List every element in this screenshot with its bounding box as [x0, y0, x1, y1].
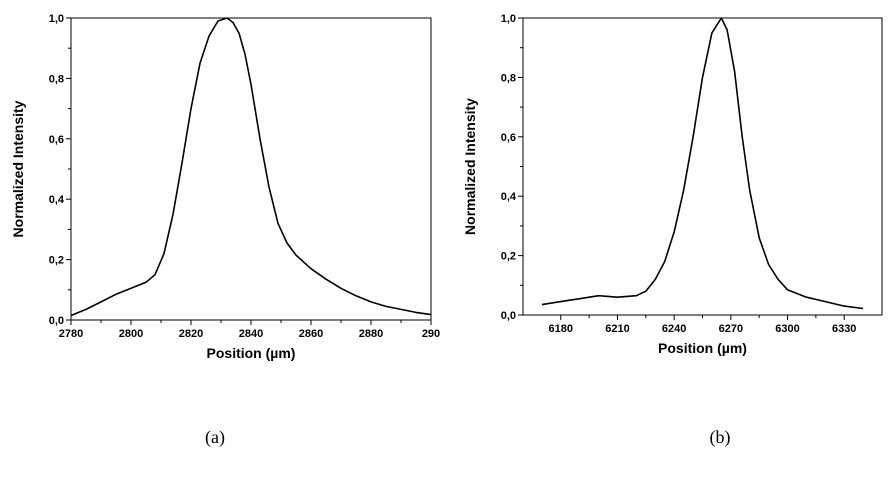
x-tick-label: 6300 — [775, 323, 799, 335]
plot-frame — [70, 17, 432, 321]
y-tick-label: 0,2 — [501, 251, 516, 263]
plot-frame — [522, 17, 883, 316]
y-tick-label: 0,6 — [49, 134, 64, 146]
x-tick-label: 2820 — [179, 328, 203, 340]
y-axis-label: Normalized Intensity — [10, 100, 26, 237]
x-tick-label: 6240 — [662, 323, 686, 335]
x-tick-label: 2880 — [359, 328, 383, 340]
y-tick-label: 0,0 — [501, 310, 516, 322]
x-tick-label: 2800 — [119, 328, 143, 340]
panel-caption: (b) — [710, 427, 731, 448]
y-tick-label: 0,8 — [49, 73, 64, 85]
x-tick-label: 6180 — [549, 323, 573, 335]
y-axis-label: Normalized Intensity — [462, 98, 478, 235]
x-axis-label: Position (µm) — [207, 345, 296, 361]
panel-caption: (a) — [205, 427, 225, 448]
x-tick-label: 290 — [422, 328, 440, 340]
y-tick-label: 0,8 — [501, 72, 516, 84]
series-line — [541, 17, 864, 310]
x-tick-label: 6270 — [719, 323, 743, 335]
y-tick-label: 0,0 — [49, 315, 64, 327]
y-tick-label: 0,4 — [501, 191, 517, 203]
chart-panel-1: 6180 6210 6240 6270 6300 6330 0,0 0,2 0,4 0,6 0,8 1… — [462, 13, 883, 448]
series-line — [70, 17, 432, 317]
y-tick-label: 0,4 — [49, 194, 65, 206]
x-tick-label: 2840 — [239, 328, 263, 340]
chart-panel-0: 2780 2800 2820 2840 2860 2880 290 0,0 0,2 0,4 0,6 0… — [10, 13, 440, 448]
x-axis-label: Position (µm) — [658, 340, 747, 356]
x-tick-label: 2860 — [299, 328, 323, 340]
y-tick-label: 0,2 — [49, 255, 64, 267]
x-tick-label: 2780 — [59, 328, 83, 340]
y-tick-label: 1,0 — [501, 13, 516, 25]
y-tick-label: 1,0 — [49, 13, 64, 25]
x-tick-label: 6210 — [605, 323, 629, 335]
y-tick-label: 0,6 — [501, 132, 516, 144]
x-tick-label: 6330 — [832, 323, 856, 335]
